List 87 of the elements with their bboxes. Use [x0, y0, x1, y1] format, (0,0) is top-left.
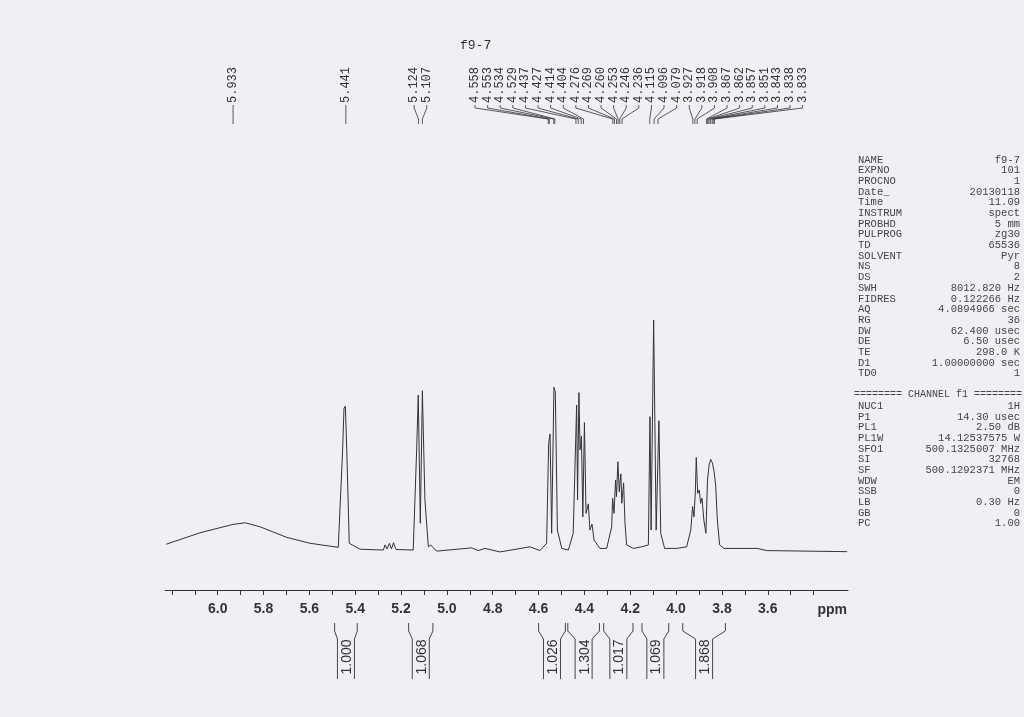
annotation: 3.918	[694, 66, 709, 103]
text: 1.017	[610, 639, 627, 675]
annotation: 5.124	[407, 66, 422, 103]
x-tick-label: 3.8	[712, 600, 732, 616]
annotation: 3.857	[745, 66, 760, 103]
text: DW 62.400 usec	[858, 324, 1020, 337]
text: PC 1.00	[858, 517, 1020, 530]
annotation: 3.838	[783, 66, 798, 103]
chart-title: f9-7	[460, 38, 492, 53]
annotation: 3.843	[770, 66, 785, 103]
text: Date_ 20130118	[858, 185, 1020, 198]
text: NAME f9-7	[858, 153, 1020, 166]
text: WDW EM	[858, 474, 1020, 487]
x-tick-label: 4.2	[620, 600, 641, 616]
annotation: 5.107	[419, 66, 434, 103]
text: NUC1 1H	[858, 399, 1020, 412]
text: PULPROG zg30	[858, 228, 1020, 241]
annotation: 4.414	[543, 66, 558, 103]
x-tick-label: 3.6	[758, 600, 778, 616]
text: 1.068	[412, 639, 429, 675]
text: RG 36	[858, 313, 1020, 326]
annotation: 4.236	[631, 66, 646, 103]
text: AQ 4.0894966 sec	[858, 303, 1020, 316]
x-tick-label: 5.4	[345, 600, 366, 616]
text: 1.868	[696, 639, 713, 675]
x-tick-label: 5.0	[437, 600, 457, 616]
text: SI 32768	[858, 453, 1020, 466]
annotation: 3.862	[732, 66, 747, 103]
annotation: 4.529	[505, 66, 520, 103]
x-tick-label: 5.6	[299, 600, 320, 616]
x-tick-label: 4.6	[528, 600, 549, 616]
annotation: 4.427	[531, 66, 546, 103]
x-tick-label: 4.4	[574, 600, 595, 616]
text: SSB 0	[858, 485, 1020, 498]
annotation: 4.115	[644, 66, 659, 103]
annotation: 4.534	[493, 66, 508, 103]
text: 1.026	[544, 639, 560, 675]
text: TE 298.0 K	[858, 345, 1020, 358]
annotation: 5.441	[338, 66, 353, 103]
text: D1 1.00000000 sec	[858, 356, 1020, 369]
text: ======== CHANNEL f1 ========	[854, 389, 1023, 401]
annotation: 3.908	[707, 66, 722, 103]
x-tick-label: 4.0	[666, 600, 687, 616]
annotation: 3.927	[682, 66, 697, 103]
annotation: 4.558	[468, 66, 483, 103]
text: EXPNO 101	[858, 164, 1020, 177]
text: INSTRUM spect	[858, 207, 1020, 220]
text: 1.000	[337, 639, 354, 675]
annotation: 4.260	[594, 66, 609, 103]
text: 1.304	[575, 639, 592, 675]
text: SFO1 500.1325007 MHz	[858, 442, 1020, 455]
text: DS 2	[858, 271, 1020, 284]
annotation: 5.933	[226, 66, 241, 103]
text: PL1 2.50 dB	[858, 421, 1020, 434]
text: PROCNO 1	[858, 174, 1020, 187]
x-tick-label: 5.2	[391, 600, 412, 616]
text: TD 65536	[858, 239, 1020, 252]
annotation: 4.253	[606, 66, 621, 103]
annotation: 4.437	[518, 66, 533, 103]
text: 1.069	[647, 639, 664, 675]
text: PL1W 14.12537575 W	[858, 431, 1020, 444]
text: SF 500.1292371 MHz	[858, 464, 1020, 476]
text: DE 6.50 usec	[858, 335, 1020, 348]
annotation: 4.404	[556, 66, 571, 103]
x-tick-label: 4.8	[483, 600, 503, 616]
text: LB 0.30 Hz	[858, 496, 1020, 509]
text: NS 8	[858, 260, 1020, 273]
x-tick-label: 5.8	[253, 600, 274, 616]
text: Time 11.09	[858, 196, 1020, 209]
annotation: 4.276	[568, 66, 583, 103]
x-axis-title: ppm	[817, 601, 847, 617]
annotation: 4.553	[480, 66, 495, 103]
text: FIDRES 0.122266 Hz	[858, 292, 1020, 305]
annotation: 4.079	[669, 66, 684, 103]
annotation: 3.851	[757, 66, 772, 103]
annotation: 3.867	[720, 66, 735, 103]
annotation: 3.833	[795, 66, 810, 103]
text: P1 14.30 usec	[858, 410, 1020, 423]
annotation: 4.269	[581, 66, 596, 103]
text: SWH 8012.820 Hz	[858, 281, 1020, 294]
text: PROBHD 5 mm	[858, 217, 1020, 230]
annotation: 4.246	[619, 66, 634, 103]
x-tick-label: 6.0	[207, 600, 228, 616]
text: GB 0	[858, 506, 1020, 519]
annotation: 4.096	[657, 66, 672, 103]
text: TD0 1	[858, 367, 1020, 380]
text: SOLVENT Pyr	[858, 249, 1020, 262]
